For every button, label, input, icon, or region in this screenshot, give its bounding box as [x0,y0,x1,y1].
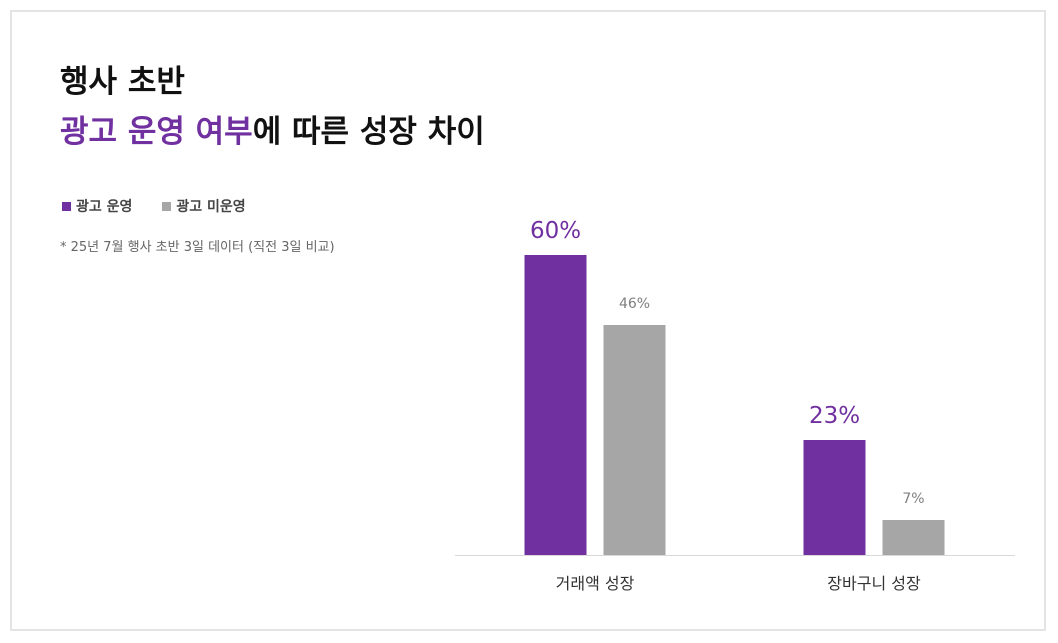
legend-swatch-no-ad [162,201,172,211]
chart-title-line2: 광고 운영 여부에 따른 성장 차이 [60,112,485,152]
legend-label-ad: 광고 운영 [76,199,133,215]
bar-no-ad-0 [603,325,666,555]
x-tick-label-0: 거래액 성장 [556,574,635,593]
data-label-no-ad-1: 7% [902,491,924,507]
data-label-no-ad-0: 46% [619,296,650,312]
chart-title-accent: 광고 운영 여부 [60,114,253,150]
data-label-ad-1: 23% [809,403,860,429]
legend-item-ad: 광고 운영 [62,196,132,216]
x-tick-label-1: 장바구니 성장 [827,574,921,593]
legend-item-no-ad: 광고 미운영 [162,196,246,216]
data-label-ad-0: 60% [530,218,581,244]
bar-ad-0 [524,255,587,555]
legend-swatch-ad [62,201,71,211]
legend: 광고 운영 광고 미운영 [62,196,276,216]
chart-title-line1: 행사 초반 [60,64,185,100]
chart-title-rest: 에 따른 성장 차이 [252,114,485,150]
legend-label-no-ad: 광고 미운영 [176,199,246,215]
bar-no-ad-1 [882,520,945,555]
footnote: * 25년 7월 행사 초반 3일 데이터 (직전 3일 비교) [60,240,335,255]
bar-ad-1 [803,440,866,555]
